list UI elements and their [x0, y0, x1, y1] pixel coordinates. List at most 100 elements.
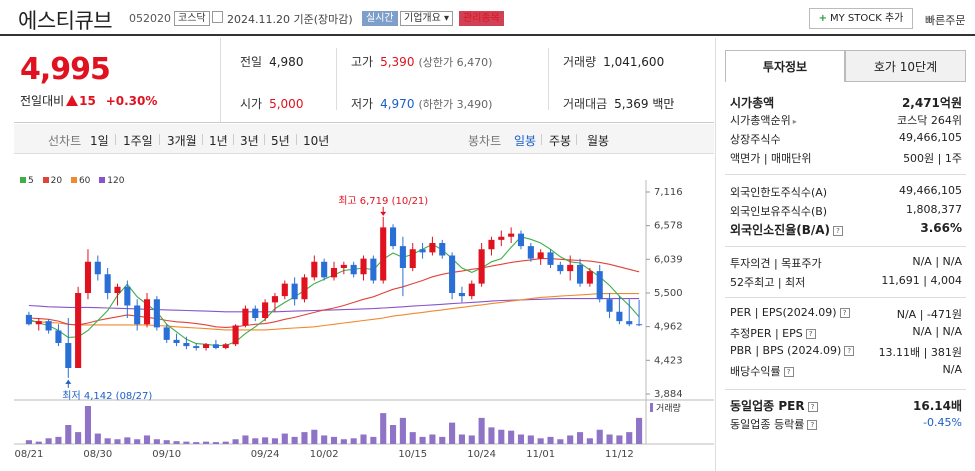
candle-body — [488, 239, 495, 250]
volume-bar — [547, 436, 554, 444]
volume-bar — [498, 429, 505, 444]
candle-weekly[interactable]: 주봉 — [549, 134, 572, 148]
candle-body — [389, 227, 397, 247]
period-3y[interactable]: 3년 — [240, 134, 259, 148]
candle-body — [35, 321, 42, 325]
row-foreign-rate: 외국인소진율(B/A)? 3.66% — [730, 221, 962, 237]
candle-monthly[interactable]: 월봉 — [587, 134, 610, 148]
volume-bar — [262, 437, 269, 444]
volume-bar — [340, 439, 347, 444]
candle-body — [429, 243, 436, 253]
divider — [336, 48, 337, 110]
volume-bar — [163, 440, 170, 444]
y-tick-label: 5,500 — [654, 288, 683, 299]
candle-body — [557, 264, 564, 272]
x-tick-label: 10/15 — [398, 449, 427, 460]
volume-bar — [350, 438, 357, 444]
volume-bar — [626, 432, 633, 444]
candle-body — [439, 243, 446, 256]
volume-bar — [517, 434, 525, 444]
low-annotation: 최저 4,142 (08/27) — [62, 390, 152, 402]
volume-bar — [222, 441, 229, 444]
volume-bar — [114, 439, 121, 444]
candle-body — [399, 246, 406, 268]
watch-stock-badge: 관리종목 — [459, 11, 504, 26]
candle-body — [104, 274, 111, 293]
stat-low: 저가 4,970 (하한가 3,490) — [351, 97, 493, 111]
candle-body — [537, 252, 544, 259]
candle-body — [508, 233, 515, 237]
period-5y[interactable]: 5년 — [271, 134, 290, 148]
volume-bar — [271, 438, 279, 444]
row-listed-shares: 상장주식수 49,466,105 — [730, 131, 962, 146]
candle-body — [527, 246, 534, 259]
info-icon[interactable]: ? — [807, 420, 818, 430]
volume-bar — [567, 435, 574, 444]
row-market-cap-rank[interactable]: 시가총액순위 ▸ 코스닥 264위 — [730, 114, 962, 127]
volume-bar — [380, 413, 387, 444]
legend-swatch — [70, 177, 77, 183]
high-annotation: 최고 6,719 (10/21) — [338, 195, 428, 207]
low-arrow-icon — [65, 379, 72, 384]
candle-body — [576, 264, 584, 284]
candle-body — [321, 261, 328, 278]
realtime-badge[interactable]: 실시간 — [362, 11, 398, 26]
volume-bar — [124, 437, 131, 444]
row-sector-change: 동일업종 등락률? -0.45% — [730, 416, 962, 431]
period-1d[interactable]: 1일 — [90, 134, 109, 148]
period-3m[interactable]: 3개월 — [167, 134, 197, 148]
candle-body — [124, 286, 131, 306]
price-chart: 5 20 60 120 7,116 6,578 6,039 5,500 4,962 4,4… — [14, 170, 714, 471]
x-tick-label: 08/30 — [83, 449, 112, 460]
candle-body — [94, 261, 101, 275]
candle-body — [232, 325, 239, 345]
volume-bar — [527, 435, 534, 444]
volume-label: 거래량 — [656, 402, 681, 414]
volume-bar — [360, 434, 367, 444]
candle-body — [449, 255, 456, 293]
volume-bar — [419, 436, 426, 444]
tab-investment-info[interactable]: 투자정보 — [725, 50, 845, 82]
tab-order-book[interactable]: 호가 10단계 — [845, 50, 966, 82]
current-price: 4,995 — [20, 52, 111, 87]
info-icon[interactable]: ? — [839, 308, 850, 318]
candle-body — [75, 293, 82, 368]
candle-body — [458, 293, 465, 297]
period-1w[interactable]: 1주일 — [123, 134, 153, 148]
stat-open: 시가 5,000 — [240, 97, 304, 111]
volume-bar — [370, 436, 377, 444]
candle-body — [25, 314, 32, 325]
candle-body — [222, 344, 229, 348]
volume-bar — [429, 434, 436, 444]
info-icon[interactable]: ? — [807, 402, 818, 412]
candle-body — [636, 324, 643, 326]
candle-body — [281, 283, 288, 297]
volume-bar — [557, 439, 564, 444]
volume-bar — [508, 430, 515, 444]
my-stock-add-button[interactable]: + MY STOCK 추가 — [809, 8, 913, 29]
period-1y[interactable]: 1년 — [209, 134, 228, 148]
stat-volume: 거래량 1,041,600 — [563, 55, 665, 69]
volume-bar — [301, 432, 308, 444]
plus-icon: + — [818, 13, 827, 24]
period-10y[interactable]: 10년 — [303, 134, 330, 148]
volume-bar — [94, 433, 101, 444]
info-icon[interactable]: ? — [783, 367, 794, 377]
company-overview-dropdown[interactable]: 기업개요 ▾ — [400, 11, 453, 26]
candle-daily[interactable]: 일봉 — [514, 134, 537, 148]
x-tick-label: 11/01 — [526, 449, 555, 460]
info-icon[interactable]: ? — [844, 346, 855, 356]
volume-bar — [399, 417, 406, 444]
candle-chart-label: 봉차트 — [468, 134, 502, 148]
row-market-cap: 시가총액 2,471억원 — [730, 96, 962, 110]
volume-bar — [311, 429, 318, 444]
candle-body — [84, 261, 92, 293]
x-tick-label: 10/24 — [467, 449, 496, 460]
calendar-icon — [212, 11, 223, 23]
volume-bar — [232, 439, 239, 444]
info-icon[interactable]: ? — [833, 226, 844, 236]
info-icon[interactable]: ? — [805, 329, 816, 339]
stock-code: 052020 — [129, 12, 171, 25]
ma60-line — [28, 293, 640, 331]
quick-order-link[interactable]: 빠른주문 — [925, 14, 966, 27]
